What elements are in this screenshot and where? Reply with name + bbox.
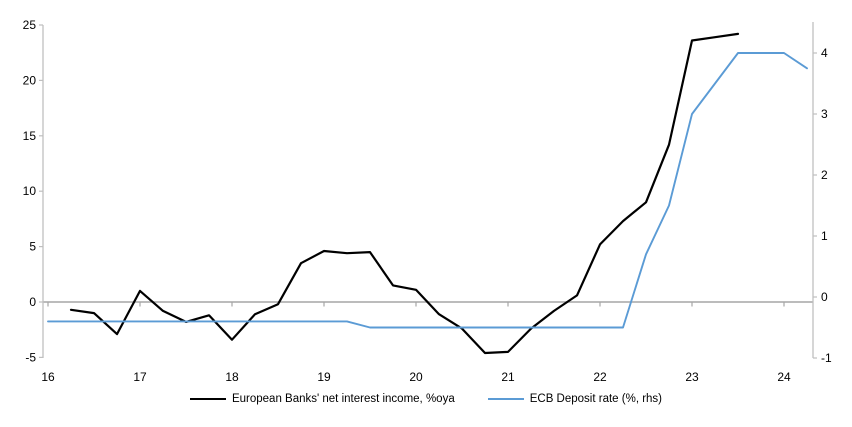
- right-axis-label: 4: [821, 46, 828, 60]
- right-axis-label: 1: [821, 229, 828, 243]
- x-axis-label: 24: [777, 370, 791, 384]
- series-european-banks-net-interest-income-line: [69, 32, 740, 355]
- left-axis-label: 15: [23, 129, 37, 143]
- right-axis-label: 2: [821, 168, 828, 182]
- left-axis-label: 25: [23, 18, 37, 32]
- left-axis-label: 10: [23, 184, 37, 198]
- legend-item-net-interest-income: European Banks' net interest income, %oy…: [189, 393, 455, 405]
- legend: European Banks' net interest income, %oy…: [0, 393, 852, 405]
- x-axis-label: 19: [317, 370, 331, 384]
- x-axis-label: 17: [133, 370, 147, 384]
- left-axis-label: 20: [23, 73, 37, 87]
- left-axis-label: 0: [29, 295, 36, 309]
- ecb-deposit-rate-line-swatch: [487, 397, 524, 401]
- legend-item-ecb-deposit-rate: ECB Deposit rate (%, rhs): [487, 393, 663, 405]
- right-axis-label: -1: [821, 351, 832, 365]
- x-axis-label: 22: [593, 370, 607, 384]
- legend-label-ecb-deposit-rate: ECB Deposit rate (%, rhs): [529, 393, 663, 405]
- x-axis-label: 16: [41, 370, 55, 384]
- right-axis-label: 0: [821, 290, 828, 304]
- x-axis-label: 18: [225, 370, 239, 384]
- left-axis-label: -5: [25, 350, 36, 364]
- series-ecb-deposit-rate-line: [47, 52, 808, 329]
- legend-label-net-interest-income: European Banks' net interest income, %oy…: [231, 393, 455, 405]
- x-axis-label: 20: [409, 370, 423, 384]
- left-axis-label: 5: [29, 240, 36, 254]
- x-axis-label: 21: [501, 370, 515, 384]
- net-interest-income-line-swatch: [189, 397, 226, 401]
- right-axis-label: 3: [821, 107, 828, 121]
- x-axis-label: 23: [685, 370, 699, 384]
